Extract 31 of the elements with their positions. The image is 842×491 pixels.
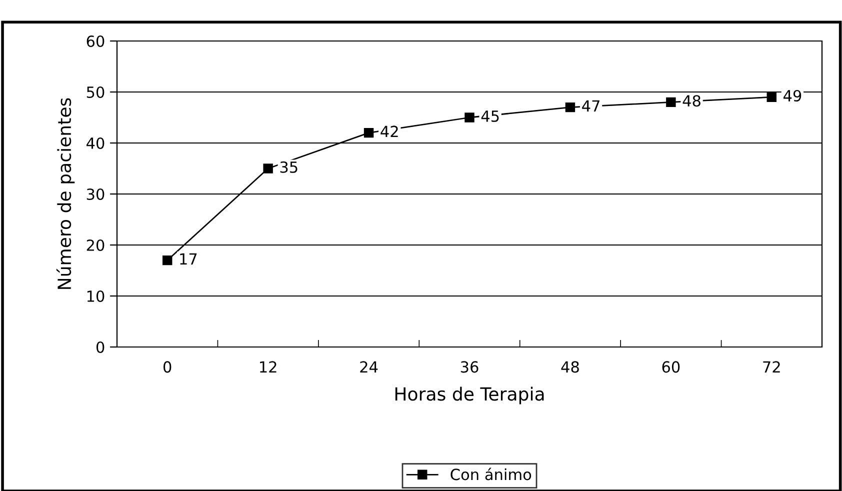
point (162, 255, 172, 266)
y-tick-label: 60 (86, 35, 104, 48)
x-tick-label: 48 (561, 361, 579, 373)
y-tick-label: 30 (86, 188, 104, 200)
point (766, 92, 777, 102)
x-axis-title: Horas de Terapia (395, 386, 544, 404)
y-tick-label: 20 (86, 239, 104, 252)
y-tick-label: 50 (86, 86, 104, 98)
data-label: 35 (280, 161, 298, 173)
x-tick-label: 24 (360, 361, 378, 372)
x-tick-label: 12 (260, 361, 276, 372)
y-tick-label: 0 (96, 341, 104, 354)
y-tick-label: 40 (86, 137, 104, 150)
point (666, 97, 676, 108)
point (263, 164, 273, 174)
x-tick-label: 0 (164, 361, 172, 373)
data-label: 49 (784, 90, 802, 102)
x-tick-label: 72 (763, 361, 780, 372)
x-tick-label: 36 (460, 361, 478, 373)
point (364, 128, 374, 138)
y-axis-title: Número de pacientes (56, 98, 75, 289)
x-tick-label: 60 (662, 361, 680, 373)
point (464, 112, 474, 122)
point (565, 102, 576, 112)
data-label: 47 (582, 100, 600, 112)
data-label: 45 (481, 110, 499, 122)
data-label: 17 (180, 253, 197, 265)
legend-label: Con ánimo (450, 468, 532, 480)
data-label: 48 (682, 95, 700, 107)
y-tick-label: 10 (87, 290, 104, 302)
data-label: 42 (380, 126, 398, 138)
